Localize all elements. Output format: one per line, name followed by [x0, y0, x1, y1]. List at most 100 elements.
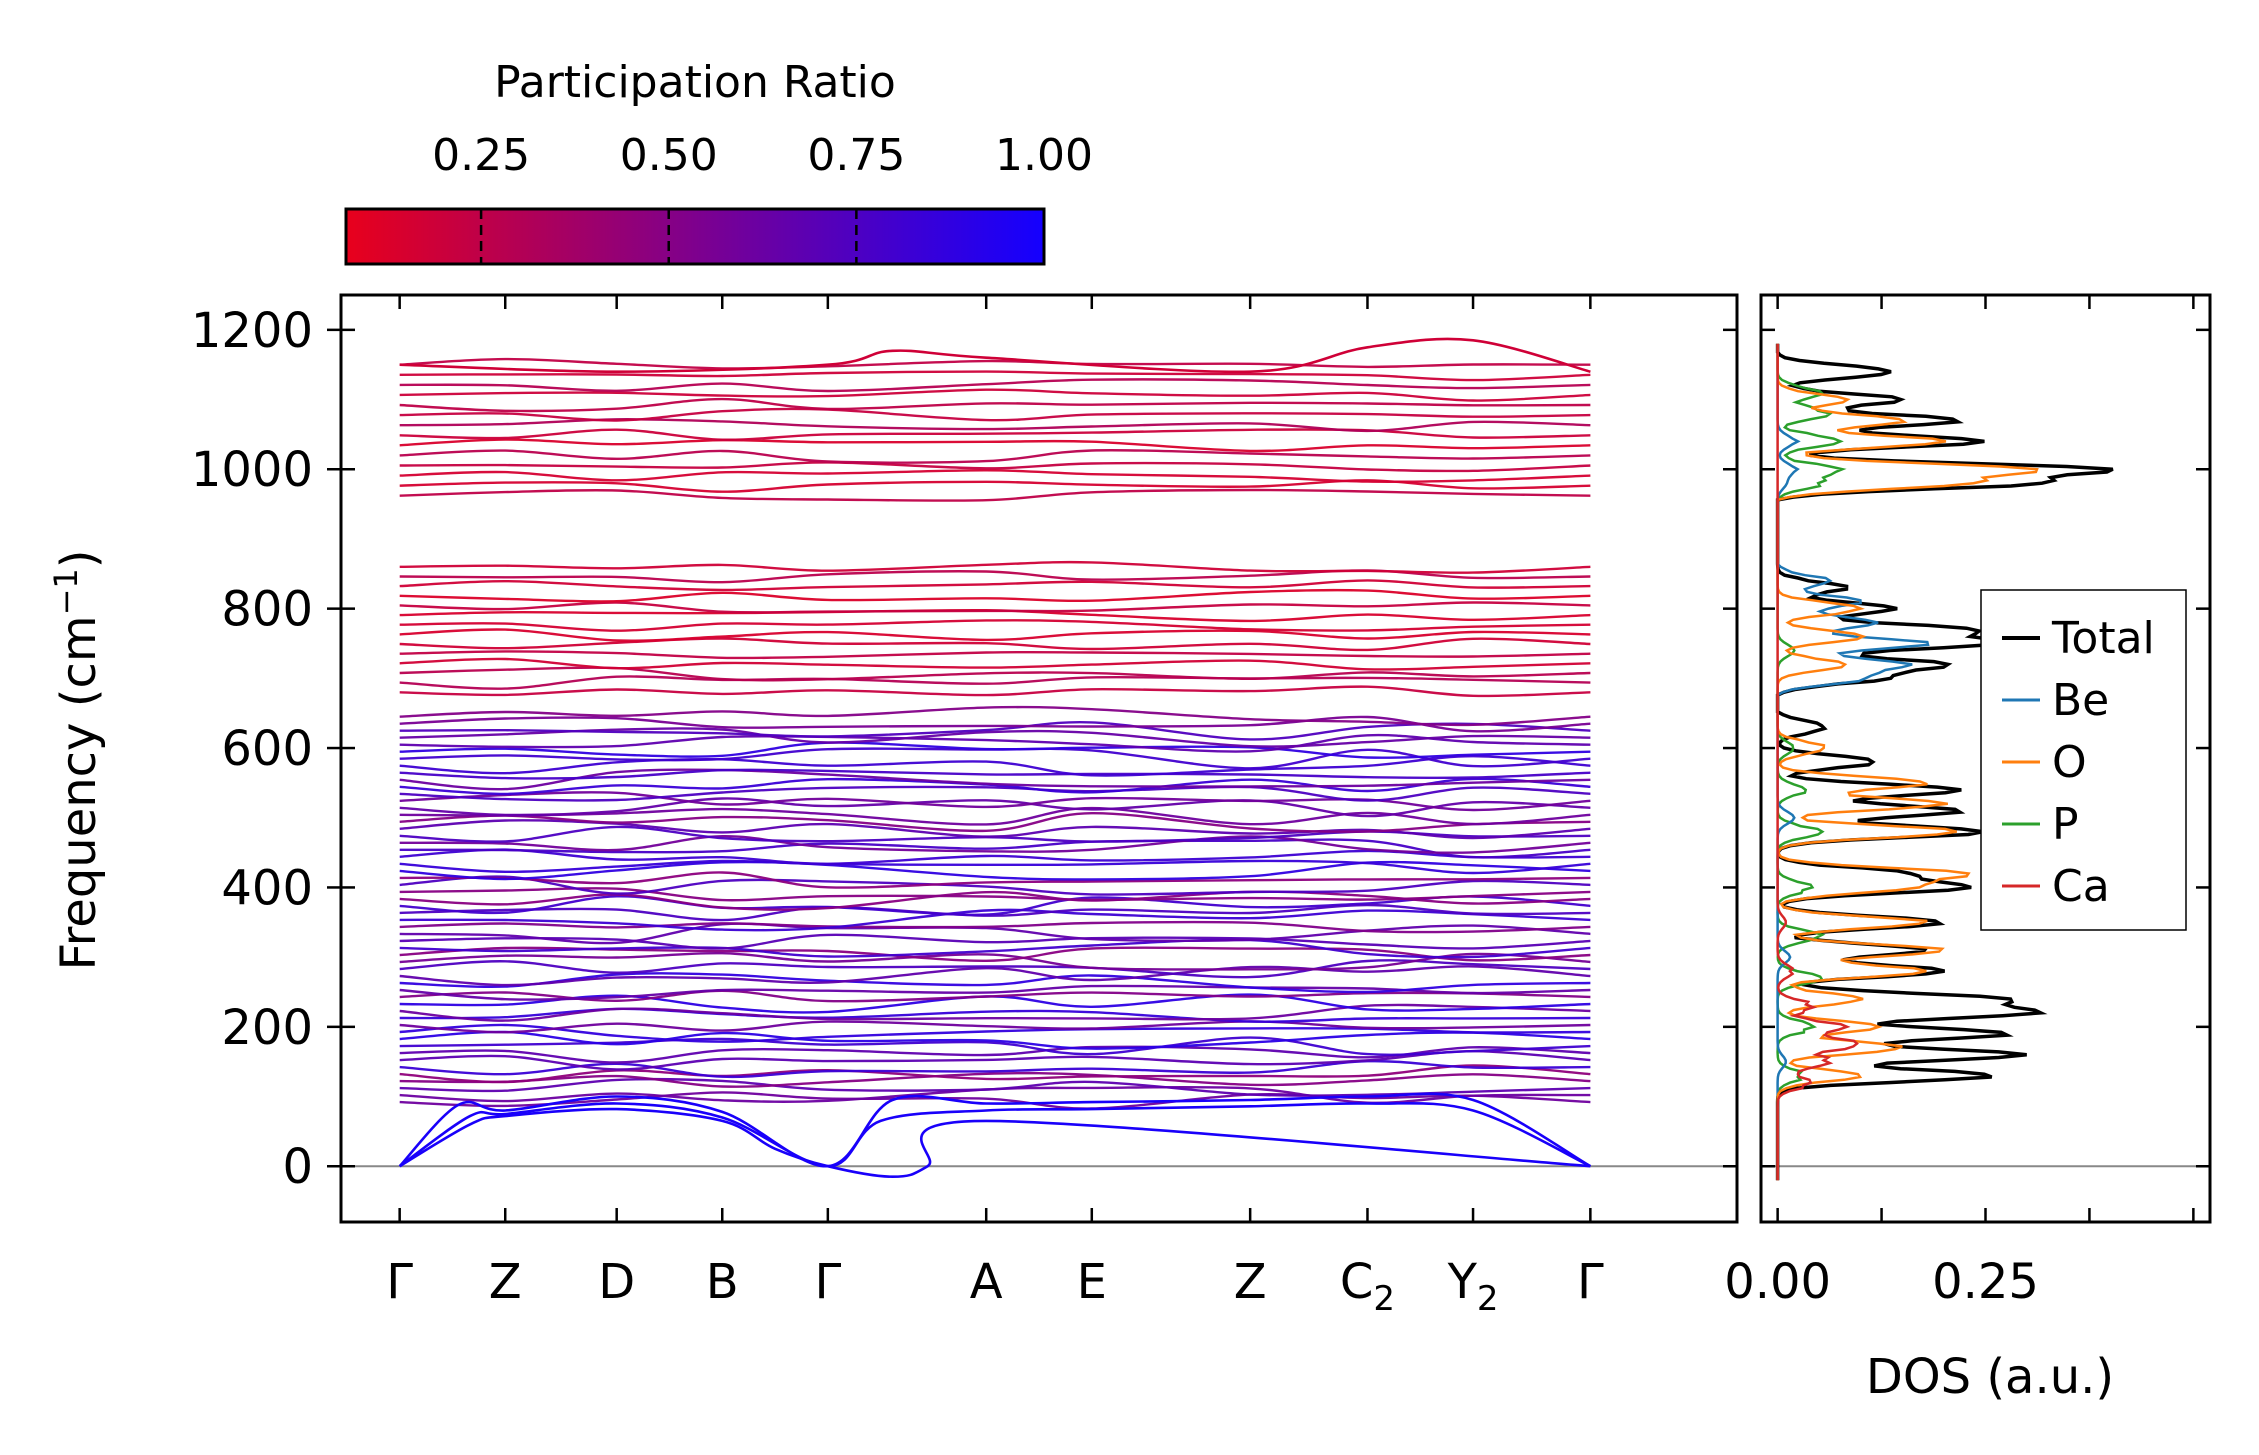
optical-band-line	[399, 650, 1591, 660]
optical-band-line	[399, 871, 1591, 889]
optical-band-line	[399, 1049, 1591, 1071]
optical-band-line	[399, 720, 1591, 741]
kpoint-label: Z	[489, 1254, 522, 1310]
optical-band-line	[399, 675, 1591, 690]
dos-x-tick-label: 0.00	[1724, 1254, 1831, 1310]
band-y-tick-label: 1200	[191, 303, 313, 359]
legend-label-total: Total	[2051, 613, 2155, 664]
optical-band-line	[399, 754, 1591, 777]
optical-band-line	[399, 1020, 1591, 1034]
optical-band-line	[399, 933, 1591, 950]
optical-band-line	[399, 449, 1591, 464]
optical-band-line	[399, 705, 1591, 727]
optical-band-line	[399, 791, 1591, 812]
kpoint-label: C2	[1340, 1254, 1395, 1319]
kpoint-label: B	[706, 1254, 739, 1310]
optical-band-line	[399, 768, 1591, 791]
optical-band-line	[399, 959, 1591, 979]
optical-band-line	[399, 922, 1591, 945]
kpoint-label: E	[1077, 1254, 1107, 1310]
band-lines	[341, 337, 1737, 1179]
colorbar-title: Participation Ratio	[494, 57, 896, 108]
legend-label-ca: Ca	[2052, 861, 2110, 912]
band-y-tick-label: 0	[282, 1139, 313, 1195]
kpoint-label: Y2	[1447, 1254, 1499, 1319]
optical-band-line	[399, 972, 1591, 994]
optical-band-line	[399, 628, 1591, 642]
band-y-tick-label: 200	[221, 1000, 313, 1056]
optical-band-line	[399, 488, 1591, 502]
optical-band-line	[399, 733, 1591, 753]
band-y-tick-label: 400	[221, 860, 313, 916]
optical-band-line	[399, 461, 1591, 473]
colorbar: Participation Ratio 0.25 0.50 0.75 1.00	[344, 57, 1093, 266]
band-y-tick-label: 800	[221, 582, 313, 638]
colorbar-tick-label: 0.25	[432, 130, 530, 181]
acoustic-branch-line	[399, 1107, 1591, 1179]
legend-items: Total Be OP Ca	[2002, 613, 2155, 912]
optical-band-line	[399, 1091, 1591, 1110]
band-structure-panel: 0 200 400 600 800 1000 1200 Γ Z D B Γ A E Z C2 Y2 Γ Freq…	[47, 293, 1739, 1319]
dos-y-ticks	[1761, 328, 2210, 1168]
acoustic-branch-line	[398, 1092, 1592, 1168]
optical-band-line	[399, 838, 1591, 859]
optical-band-line	[399, 601, 1591, 614]
optical-band-line	[399, 1003, 1591, 1022]
dos-x-tick-label: 0.25	[1932, 1254, 2039, 1310]
legend-label-p: P	[2052, 799, 2079, 850]
optical-band-line	[399, 811, 1591, 833]
legend-box	[1980, 589, 2187, 931]
optical-band-line	[399, 1030, 1591, 1050]
dos-lines	[1761, 343, 2210, 1181]
optical-band-line	[399, 785, 1591, 802]
kpoint-label: Z	[1234, 1254, 1267, 1310]
kpoint-label: Γ	[386, 1254, 413, 1310]
optical-band-line	[399, 965, 1591, 987]
colorbar-tick-label: 0.50	[620, 130, 718, 181]
optical-band-line	[399, 887, 1591, 902]
optical-band-line	[399, 397, 1591, 413]
optical-band-line	[399, 715, 1591, 733]
optical-band-line	[399, 370, 1591, 382]
optical-band-line	[399, 428, 1591, 441]
optical-band-line	[399, 469, 1591, 484]
optical-band-line	[399, 1071, 1591, 1088]
optical-band-line	[399, 938, 1591, 959]
dos-x-ticks: 0.00 0.25	[1724, 295, 2195, 1310]
optical-band-line	[399, 895, 1591, 916]
kpoint-label: D	[598, 1254, 635, 1310]
colorbar-ticks: 0.25 0.50 0.75 1.00	[432, 130, 1093, 264]
optical-band-line	[399, 685, 1591, 698]
optical-band-line	[399, 1059, 1591, 1079]
band-y-ticks: 0 200 400 600 800 1000 1200	[191, 303, 1737, 1195]
dos-legend: Total Be OP Ca	[1980, 589, 2187, 931]
optical-band-line	[399, 560, 1591, 574]
optical-band-line	[399, 920, 1591, 934]
optical-band-line	[399, 357, 1591, 370]
top-band-line	[399, 337, 1591, 374]
optical-band-line	[399, 989, 1591, 1003]
dos-series-total	[1775, 343, 2114, 1181]
optical-band-line	[399, 768, 1591, 780]
optical-band-line	[399, 908, 1591, 932]
kpoint-label: A	[970, 1254, 1003, 1310]
optical-band-line	[399, 741, 1591, 759]
optical-band-line	[399, 860, 1591, 881]
optical-band-line	[399, 834, 1591, 854]
optical-band-line	[399, 588, 1591, 603]
optical-band-line	[399, 407, 1591, 422]
optical-band-line	[399, 1023, 1591, 1043]
colorbar-tick-label: 1.00	[995, 130, 1093, 181]
dos-x-axis-title: DOS (a.u.)	[1866, 1349, 2114, 1405]
optical-band-line	[399, 984, 1591, 1001]
optical-band-line	[399, 438, 1591, 453]
optical-band-line	[399, 388, 1591, 402]
optical-band-line	[399, 875, 1591, 896]
dos-series-ca	[1776, 343, 1859, 1181]
kpoint-label: Γ	[1577, 1254, 1604, 1310]
band-x-ticks: Γ Z D B Γ A E Z C2 Y2 Γ	[386, 295, 1604, 1319]
kpoint-label: Γ	[814, 1254, 841, 1310]
band-y-tick-label: 1000	[191, 442, 313, 498]
colorbar-tick-label: 0.75	[807, 130, 905, 181]
